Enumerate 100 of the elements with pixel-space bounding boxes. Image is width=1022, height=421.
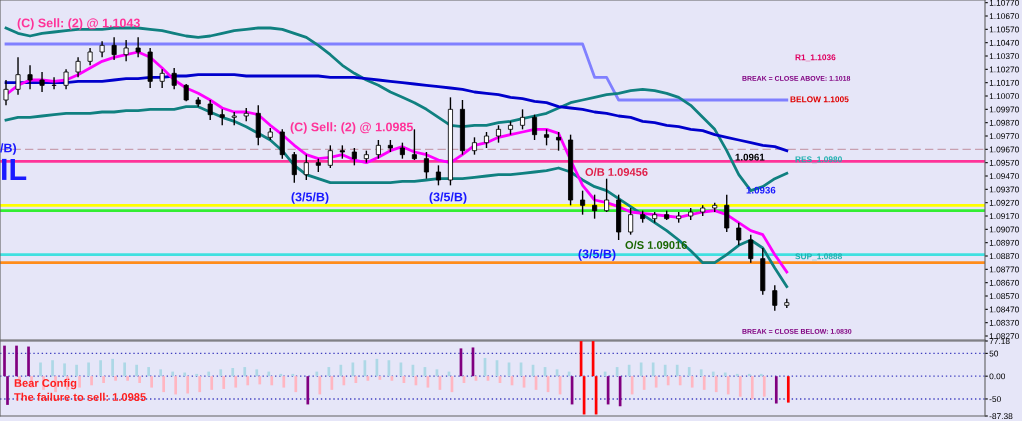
y-tick-label: -50 bbox=[989, 396, 1001, 403]
candlestick bbox=[532, 113, 538, 141]
bar bbox=[207, 371, 211, 377]
y-tick-label: 1.09370 bbox=[989, 186, 1019, 193]
annotation: R1_1.1036 bbox=[795, 54, 836, 62]
y-tick-label: 1.08870 bbox=[989, 253, 1019, 260]
annotation: The failure to sell: 1.0985 bbox=[14, 392, 146, 401]
candlestick bbox=[75, 56, 81, 79]
bar bbox=[786, 376, 790, 403]
bar bbox=[318, 376, 322, 395]
candlestick bbox=[556, 131, 562, 152]
candlestick bbox=[435, 164, 441, 187]
candlestick bbox=[724, 193, 730, 233]
annotation: 1.0936 bbox=[746, 186, 776, 194]
bar bbox=[315, 371, 319, 377]
annotation: (C) Sell: (2) @ 1.0985 bbox=[290, 122, 413, 134]
y-tick-label: 1.08970 bbox=[989, 239, 1019, 246]
candlestick bbox=[171, 67, 177, 91]
bar bbox=[159, 369, 163, 377]
bar bbox=[99, 360, 102, 377]
bar bbox=[258, 376, 262, 385]
candlestick bbox=[207, 99, 213, 121]
bar bbox=[747, 373, 751, 377]
bar bbox=[735, 373, 739, 377]
bar bbox=[723, 372, 727, 377]
bar bbox=[78, 376, 81, 388]
bar bbox=[6, 376, 9, 405]
bar bbox=[231, 367, 235, 377]
bar bbox=[294, 376, 298, 393]
annotation: (3/5/B) bbox=[429, 192, 467, 204]
y-tick-label: 1.09270 bbox=[989, 199, 1019, 206]
bar bbox=[699, 369, 703, 377]
y-tick-label: 1.09870 bbox=[989, 119, 1019, 126]
y-tick-label: 50 bbox=[989, 350, 999, 357]
bar bbox=[183, 372, 187, 377]
y-tick-label: 1.09170 bbox=[989, 213, 1019, 220]
y-tick-label: 1.08770 bbox=[989, 266, 1019, 273]
bar bbox=[762, 376, 766, 397]
y-tick-label: 1.08570 bbox=[989, 293, 1019, 300]
bar bbox=[690, 376, 694, 388]
bar bbox=[330, 376, 334, 390]
bar bbox=[255, 369, 259, 377]
bar bbox=[282, 376, 286, 388]
y-tick-label: 1.09570 bbox=[989, 159, 1019, 166]
annotation: O/B 1.09456 bbox=[585, 167, 648, 177]
candlestick bbox=[291, 151, 297, 184]
candlestick bbox=[135, 36, 141, 59]
bar bbox=[291, 373, 295, 377]
bar bbox=[27, 346, 30, 377]
candlestick bbox=[303, 153, 309, 181]
candlestick bbox=[411, 128, 417, 161]
bar bbox=[663, 364, 667, 377]
bar bbox=[219, 369, 223, 377]
y-tick-label: 1.10770 bbox=[989, 0, 1019, 6]
bar bbox=[702, 376, 706, 390]
bar bbox=[327, 367, 331, 377]
annotation: RES_1.0980 bbox=[795, 156, 842, 164]
bar bbox=[726, 376, 730, 395]
candlestick bbox=[628, 207, 634, 236]
y-tick-label: 1.10370 bbox=[989, 53, 1019, 60]
bar bbox=[15, 345, 18, 377]
candlestick bbox=[772, 284, 778, 312]
annotation: Bear Config bbox=[14, 378, 77, 390]
y-tick-label: 1.10170 bbox=[989, 79, 1019, 86]
bar bbox=[75, 364, 78, 377]
bar bbox=[639, 362, 643, 377]
candlestick bbox=[63, 68, 69, 91]
bar bbox=[279, 373, 283, 377]
bar bbox=[150, 376, 154, 388]
bar bbox=[750, 376, 754, 399]
bar bbox=[102, 376, 105, 384]
candlestick bbox=[592, 193, 598, 220]
bar bbox=[3, 345, 6, 377]
candlestick bbox=[39, 71, 45, 93]
bar bbox=[678, 376, 682, 386]
bar bbox=[234, 376, 238, 388]
annotation: (3/5/B) bbox=[291, 192, 329, 204]
candlestick bbox=[580, 189, 586, 216]
bar bbox=[174, 376, 178, 395]
bar bbox=[147, 367, 150, 377]
bar bbox=[222, 376, 226, 389]
bar bbox=[243, 367, 247, 377]
candlestick bbox=[604, 177, 610, 213]
candlestick bbox=[279, 128, 285, 160]
bar bbox=[774, 376, 778, 404]
y-tick-label: 1.09670 bbox=[989, 146, 1019, 153]
candlestick bbox=[736, 221, 742, 247]
bar bbox=[642, 376, 646, 390]
y-tick-label: 1.10470 bbox=[989, 39, 1019, 46]
bar bbox=[162, 376, 166, 393]
y-tick-label: 1.09470 bbox=[989, 173, 1019, 180]
candlestick bbox=[159, 68, 165, 89]
y-tick-label: 0.00 bbox=[989, 373, 1006, 380]
bar bbox=[123, 362, 126, 377]
y-tick-label: 1.09970 bbox=[989, 106, 1019, 113]
annotation: 1.0961 bbox=[735, 153, 765, 161]
bar bbox=[711, 371, 715, 377]
bar bbox=[39, 362, 42, 377]
bar bbox=[654, 376, 658, 388]
bar bbox=[171, 371, 175, 377]
